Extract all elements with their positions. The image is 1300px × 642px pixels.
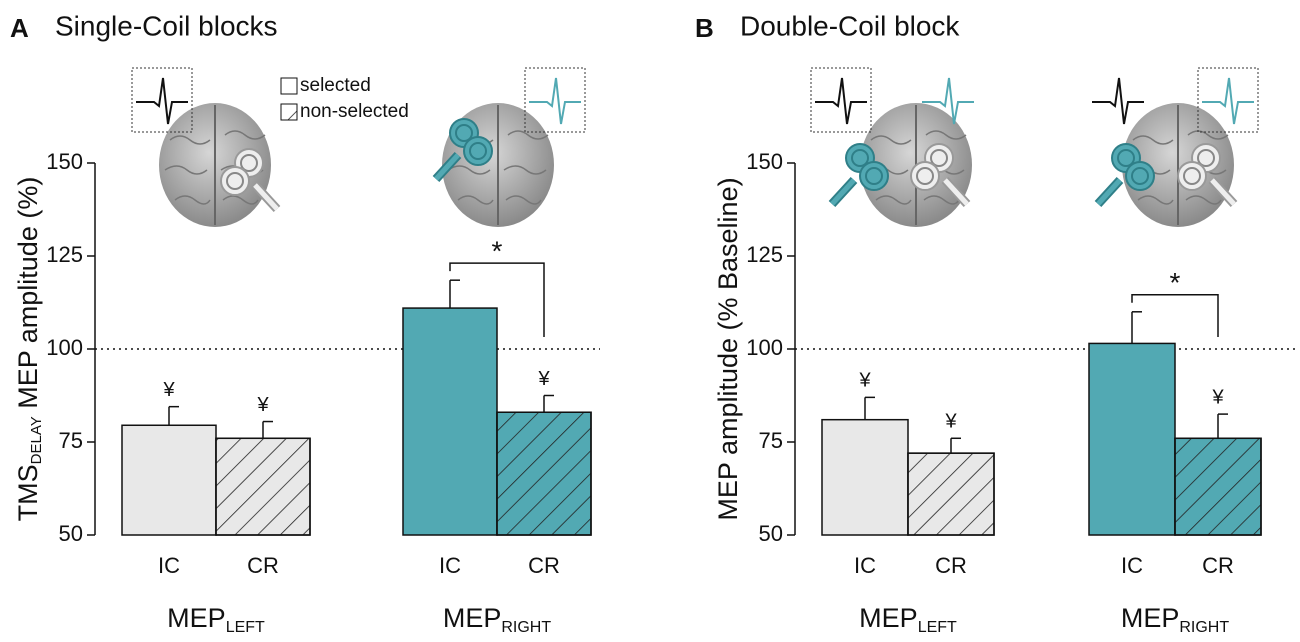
y-tick-label: 100 [46,335,83,360]
y-tick-label: 100 [746,335,783,360]
legend-swatch [280,77,298,95]
significance-marker: ¥ [944,411,957,433]
x-tick-label: IC [854,553,876,578]
group-label-sub: RIGHT [501,619,551,636]
x-tick-label: CR [935,553,967,578]
y-label-part: MEP amplitude (%) [13,177,43,417]
comparison-bracket [1131,294,1219,337]
significance-marker: ¥ [537,368,550,390]
legend-swatch [280,103,298,121]
bar-hatch [1174,437,1262,536]
panel-title: Double-Coil block [740,10,960,41]
x-tick-label: CR [247,553,279,578]
waveform [815,78,867,124]
comparison-bracket [449,262,545,337]
inset-box [1197,67,1259,133]
x-tick-label: IC [439,553,461,578]
x-tick-label: CR [528,553,560,578]
group-label: MEPRIGHT [1121,603,1230,636]
group-label-main: MEP [1121,603,1180,633]
x-tick-label: IC [1121,553,1143,578]
y-tick-label: 150 [46,149,83,174]
significance-marker: ¥ [162,379,175,401]
panel-letter: A [10,13,29,43]
group-label-sub: LEFT [226,619,265,636]
group-label: MEPRIGHT [443,603,552,636]
group-label: MEPLEFT [167,603,265,636]
significance-marker: ¥ [858,370,871,392]
bar-hatch [907,452,995,536]
bar [121,424,217,536]
waveform [1092,78,1144,124]
significance-marker: ¥ [256,394,269,416]
y-tick-label: 125 [746,242,783,267]
legend-label: selected [300,75,371,96]
bar [821,418,909,536]
y-tick-label: 125 [46,242,83,267]
comparison-label: * [1170,267,1181,298]
inset-box [810,67,872,133]
group-label-main: MEP [859,603,918,633]
group-label-main: MEP [443,603,502,633]
inset-box [131,67,193,133]
y-label-part: DELAY [28,416,45,464]
y-label-part: TMS [13,464,43,521]
illustrations [131,67,1259,227]
inset-box [524,67,586,133]
group-label-sub: LEFT [918,619,957,636]
panel-letter: B [695,13,714,43]
y-tick-label: 150 [746,149,783,174]
group-label-main: MEP [167,603,226,633]
y-tick-label: 50 [759,521,783,546]
y-tick-label: 75 [59,428,83,453]
y-axis-label: TMSDELAY MEP amplitude (%) [13,177,45,522]
x-tick-label: IC [158,553,180,578]
bar-hatch [496,411,592,536]
group-label: MEPLEFT [859,603,957,636]
bar [402,307,498,536]
panel-title: Single-Coil blocks [55,10,278,41]
y-tick-label: 50 [59,521,83,546]
bar-hatch [215,437,311,536]
y-axis-label: MEP amplitude (% Baseline) [713,177,743,520]
y-label-part: MEP amplitude (% Baseline) [713,177,743,520]
legend-label: non-selected [300,101,409,122]
comparison-label: * [492,236,503,267]
waveform [529,78,581,124]
group-label-sub: RIGHT [1179,619,1229,636]
bar [1088,342,1176,536]
x-tick-label: CR [1202,553,1234,578]
y-tick-label: 75 [759,428,783,453]
significance-marker: ¥ [1211,386,1224,408]
